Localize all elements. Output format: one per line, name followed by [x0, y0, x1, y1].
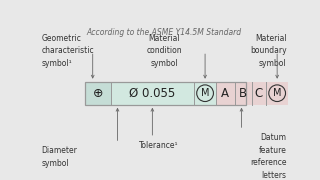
- Text: Datum
feature
reference
letters: Datum feature reference letters: [250, 133, 286, 180]
- Text: Ø 0.055: Ø 0.055: [129, 87, 175, 100]
- Bar: [110, 82, 194, 105]
- Text: B: B: [239, 87, 247, 100]
- Bar: [216, 82, 235, 105]
- Text: A: A: [221, 87, 229, 100]
- Bar: [252, 82, 266, 105]
- Text: ⊕: ⊕: [92, 87, 103, 100]
- Text: Material
boundary
symbol: Material boundary symbol: [250, 34, 286, 68]
- Bar: [266, 82, 288, 105]
- Text: M: M: [201, 88, 209, 98]
- Text: M: M: [273, 88, 281, 98]
- Text: Tolerance¹: Tolerance¹: [139, 141, 179, 150]
- Text: According to the ASME Y14.5M Standard: According to the ASME Y14.5M Standard: [86, 28, 242, 37]
- Text: Geometric
characteristic
symbol¹: Geometric characteristic symbol¹: [42, 34, 94, 68]
- Text: C: C: [255, 87, 263, 100]
- Bar: [85, 82, 246, 105]
- Bar: [194, 82, 216, 105]
- Text: Material
condition
symbol: Material condition symbol: [146, 34, 182, 68]
- Text: Diameter
symbol: Diameter symbol: [42, 146, 77, 168]
- Bar: [235, 82, 252, 105]
- Bar: [85, 82, 110, 105]
